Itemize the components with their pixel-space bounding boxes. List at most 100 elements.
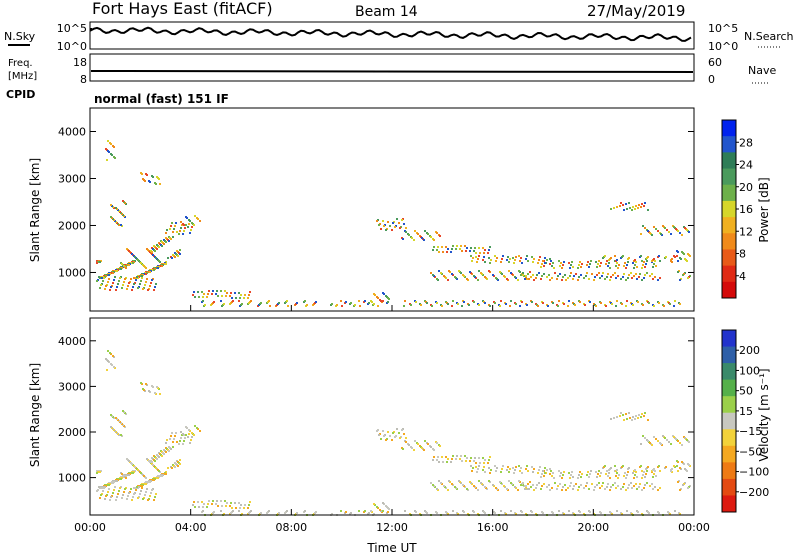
power-echo-cell: [194, 296, 196, 298]
power-echo-cell: [376, 296, 378, 298]
velocity-ylabel: Slant Range [km]: [28, 363, 42, 467]
velocity-echo-cell: [154, 496, 156, 498]
velocity-echo-cell: [489, 456, 491, 458]
velocity-echo-cell: [640, 465, 642, 467]
velocity-echo-cell: [657, 440, 659, 442]
velocity-echo-cell: [436, 512, 438, 514]
velocity-echo-cell: [533, 468, 535, 470]
velocity-echo-cell: [500, 471, 502, 473]
power-echo-cell: [537, 262, 539, 264]
power-echo-cell: [110, 153, 112, 155]
power-echo-cell: [155, 283, 157, 285]
velocity-echo-cell: [675, 438, 677, 440]
power-echo-cell: [140, 262, 142, 264]
power-echo-cell: [500, 261, 502, 263]
power-echo-cell: [447, 279, 449, 281]
velocity-echo-cell: [607, 483, 609, 485]
power-echo-cell: [598, 260, 600, 262]
noise-panel-frame: [89, 21, 695, 50]
velocity-echo-cell: [345, 511, 347, 513]
xtick-label-4: 16:00: [477, 521, 509, 534]
velocity-echo-cell: [508, 471, 510, 473]
power-echo-cell: [250, 300, 252, 302]
velocity-echo-cell: [615, 475, 617, 477]
velocity-echo-cell: [607, 475, 609, 477]
velocity-echo-cell: [681, 461, 683, 463]
power-echo-cell: [666, 229, 668, 231]
power-echo-cell: [653, 305, 655, 307]
power-echo-cell: [605, 305, 607, 307]
velocity-echo-cell: [167, 467, 169, 469]
power-echo-cell: [331, 303, 333, 305]
velocity-echo-cell: [531, 511, 533, 513]
power-echo-cell: [431, 305, 433, 307]
power-echo-cell: [158, 260, 160, 262]
velocity-echo-cell: [638, 486, 640, 488]
power-echo-cell: [438, 251, 440, 253]
velocity-echo-cell: [492, 484, 494, 486]
velocity-echo-cell: [527, 483, 529, 485]
velocity-echo-cell: [527, 470, 529, 472]
velocity-echo-cell: [475, 466, 477, 468]
power-echo-cell: [579, 301, 581, 303]
velocity-echo-cell: [507, 466, 509, 468]
velocity-echo-cell: [145, 491, 147, 493]
velocity-echo-cell: [589, 511, 591, 513]
velocity-echo-cell: [128, 474, 130, 476]
power-echo-cell: [383, 225, 385, 227]
velocity-echo-cell: [644, 484, 646, 486]
velocity-echo-cell: [620, 412, 622, 414]
velocity-echo-cell: [625, 489, 627, 491]
power-echo-cell: [483, 256, 485, 258]
power-echo-cell: [382, 300, 384, 302]
power-echo-cell: [642, 304, 644, 306]
velocity-ytick-label-1: 2000: [58, 426, 86, 439]
power-echo-cell: [580, 266, 582, 268]
velocity-echo-cell: [426, 512, 428, 514]
power-echo-cell: [574, 304, 576, 306]
velocity-echo-cell: [110, 414, 112, 416]
power-echo-cell: [451, 273, 453, 275]
velocity-echo-cell: [191, 432, 193, 434]
velocity-echo-cell: [110, 363, 112, 365]
velocity-echo-cell: [535, 487, 537, 489]
velocity-echo-cell: [570, 474, 572, 476]
power-echo-cell: [243, 297, 245, 299]
velocity-echo-cell: [577, 477, 579, 479]
velocity-echo-cell: [427, 443, 429, 445]
velocity-echo-cell: [677, 440, 679, 442]
power-echo-cell: [247, 297, 249, 299]
velocity-colorbar-segment-8: [722, 462, 736, 480]
velocity-echo-cell: [414, 440, 416, 442]
power-echo-cell: [544, 262, 546, 264]
velocity-echo-cell: [286, 510, 288, 512]
power-echo-cell: [606, 276, 608, 278]
time-xlabel: Time UT: [366, 541, 417, 554]
velocity-echo-cell: [484, 459, 486, 461]
power-echo-cell: [625, 203, 627, 205]
power-echo-cell: [156, 248, 158, 250]
power-echo-cell: [150, 282, 152, 284]
power-echo-cell: [234, 292, 236, 294]
velocity-echo-cell: [146, 458, 148, 460]
velocity-echo-cell: [478, 480, 480, 482]
power-echo-cell: [387, 221, 389, 223]
power-echo-cell: [679, 257, 681, 259]
power-echo-cell: [489, 246, 491, 248]
power-echo-cell: [571, 261, 573, 263]
velocity-echo-cell: [540, 476, 542, 478]
velocity-echo-cell: [482, 457, 484, 459]
velocity-echo-cell: [552, 512, 554, 514]
velocity-echo-cell: [170, 435, 172, 437]
station-title: Fort Hays East (fitACF): [92, 0, 273, 18]
xtick-label-3: 12:00: [376, 521, 408, 534]
power-echo-cell: [614, 272, 616, 274]
velocity-echo-cell: [396, 428, 398, 430]
power-echo-cell: [170, 238, 172, 240]
velocity-echo-cell: [580, 484, 582, 486]
velocity-echo-cell: [137, 497, 139, 499]
velocity-echo-cell: [616, 510, 618, 512]
velocity-echo-cell: [609, 489, 611, 491]
velocity-echo-cell: [447, 513, 449, 515]
power-ytick-label-3: 4000: [58, 125, 86, 138]
